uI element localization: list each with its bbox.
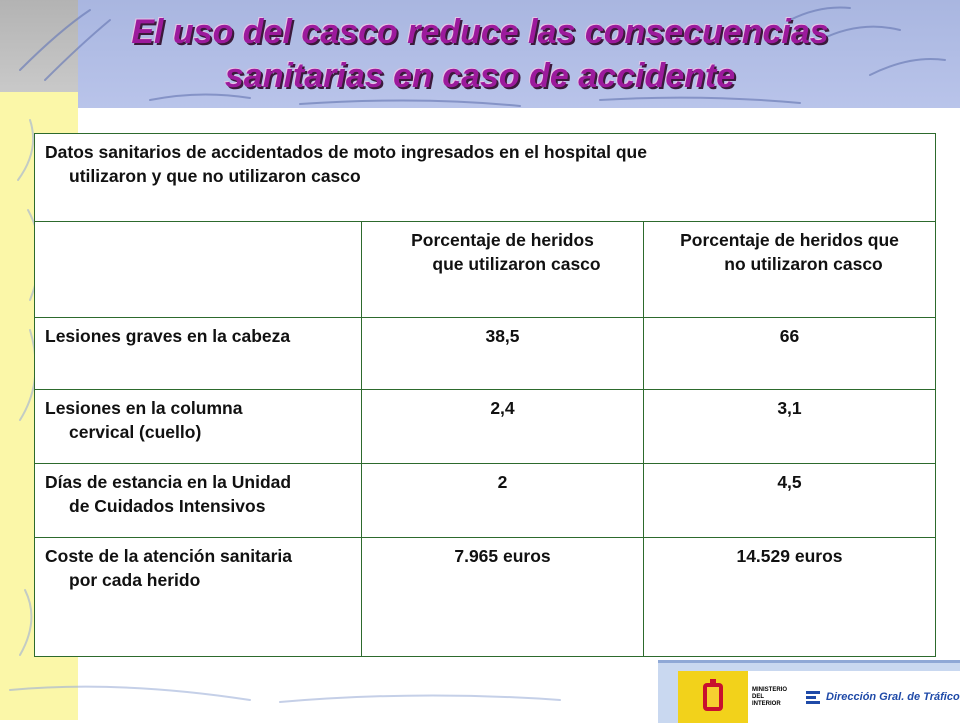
table-row: Lesiones graves en la cabeza 38,5 66	[34, 317, 936, 390]
dgt-label: Dirección Gral. de Tráfico	[826, 691, 960, 703]
slide-title-line2: sanitarias en caso de accidente	[224, 57, 736, 95]
row-label: Días de estancia en la Unidad de Cuidados…	[34, 463, 362, 538]
header-without-helmet-line1: Porcentaje de heridos que	[680, 230, 899, 250]
row-value-with: 38,5	[361, 317, 644, 390]
slide-title-line1: El uso del casco reduce las consecuencia…	[131, 13, 829, 51]
caption-row: Datos sanitarios de accidentados de moto…	[34, 133, 936, 222]
table-caption: Datos sanitarios de accidentados de moto…	[45, 142, 647, 186]
header-without-helmet-line2: no utilizaron casco	[724, 254, 883, 274]
coat-of-arms-icon	[678, 671, 748, 723]
header-band	[78, 0, 960, 108]
table-caption-cell: Datos sanitarios de accidentados de moto…	[34, 133, 936, 222]
header-with-helmet-line2: que utilizaron casco	[432, 254, 601, 274]
row-label: Lesiones graves en la cabeza	[34, 317, 362, 390]
header-without-helmet: Porcentaje de heridos que no utilizaron …	[643, 221, 936, 318]
header-row: Porcentaje de heridos que utilizaron cas…	[34, 221, 936, 318]
row-value-without: 66	[643, 317, 936, 390]
table-row: Días de estancia en la Unidad de Cuidados…	[34, 463, 936, 538]
table-row: Lesiones en la columna cervical (cuello) …	[34, 389, 936, 464]
row-value-with: 2,4	[361, 389, 644, 464]
row-label: Lesiones en la columna cervical (cuello)	[34, 389, 362, 464]
row-value-with: 7.965 euros	[361, 537, 644, 657]
row-value-without: 4,5	[643, 463, 936, 538]
ministerio-label: MINISTERIO DEL INTERIOR	[752, 686, 788, 707]
row-value-without: 14.529 euros	[643, 537, 936, 657]
footer-logos: MINISTERIO DEL INTERIOR Dirección Gral. d…	[658, 660, 960, 723]
row-value-without: 3,1	[643, 389, 936, 464]
dgt-icon	[806, 691, 820, 704]
table-row: Coste de la atención sanitaria por cada h…	[34, 537, 936, 657]
helmet-data-table: Datos sanitarios de accidentados de moto…	[34, 133, 936, 657]
row-label: Coste de la atención sanitaria por cada h…	[34, 537, 362, 657]
row-value-with: 2	[361, 463, 644, 538]
header-with-helmet: Porcentaje de heridos que utilizaron cas…	[361, 221, 644, 318]
header-with-helmet-line1: Porcentaje de heridos	[411, 230, 594, 250]
dgt-logo: Dirección Gral. de Tráfico	[804, 688, 960, 706]
header-corner-block	[0, 0, 78, 92]
header-empty-cell	[34, 221, 362, 318]
slide-title: El uso del casco reduce las consecuencia…	[60, 10, 900, 98]
logo-panel: MINISTERIO DEL INTERIOR Dirección Gral. d…	[678, 671, 960, 723]
